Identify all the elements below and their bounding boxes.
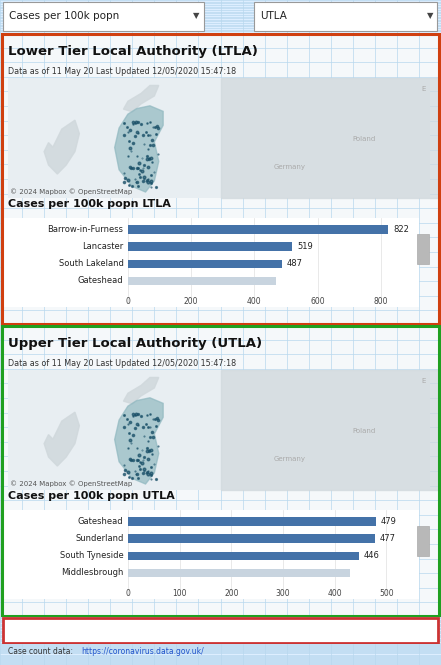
Text: 519: 519 (297, 242, 313, 251)
FancyBboxPatch shape (2, 218, 419, 307)
Polygon shape (220, 78, 441, 198)
Text: Middlesbrough: Middlesbrough (61, 569, 123, 577)
Text: South Tyneside: South Tyneside (60, 551, 123, 560)
Text: 300: 300 (276, 589, 290, 598)
Text: 400: 400 (328, 589, 342, 598)
FancyBboxPatch shape (254, 2, 437, 31)
Text: Germany: Germany (273, 164, 306, 170)
Text: Gateshead: Gateshead (78, 277, 123, 285)
Text: 500: 500 (379, 589, 394, 598)
Text: UTLA: UTLA (260, 11, 287, 21)
Text: Cases per 100k popn: Cases per 100k popn (9, 11, 119, 21)
Text: 822: 822 (393, 225, 409, 234)
FancyBboxPatch shape (128, 551, 359, 560)
Text: South Lakeland: South Lakeland (59, 259, 123, 268)
Text: 200: 200 (224, 589, 239, 598)
FancyBboxPatch shape (8, 370, 430, 490)
Text: Sunderland: Sunderland (75, 534, 123, 543)
FancyBboxPatch shape (128, 517, 376, 525)
Text: Data as of 11 May 20 Last Updated 12/05/2020 15:47:18: Data as of 11 May 20 Last Updated 12/05/… (8, 66, 236, 76)
Text: Cases per 100k popn UTLA: Cases per 100k popn UTLA (8, 491, 175, 501)
Polygon shape (115, 398, 163, 484)
Text: Case count data:: Case count data: (8, 647, 73, 656)
FancyBboxPatch shape (417, 235, 429, 264)
Text: Poland: Poland (353, 136, 376, 142)
Text: 487: 487 (287, 259, 303, 268)
Text: ▼: ▼ (193, 11, 199, 21)
Text: Lower Tier Local Authority (LTLA): Lower Tier Local Authority (LTLA) (8, 45, 258, 58)
FancyBboxPatch shape (3, 618, 438, 642)
Text: 400: 400 (247, 297, 262, 306)
Text: ▼: ▼ (427, 11, 433, 21)
FancyBboxPatch shape (8, 78, 430, 198)
Text: 479: 479 (381, 517, 397, 526)
Polygon shape (115, 106, 163, 192)
Polygon shape (123, 378, 159, 404)
Text: 800: 800 (374, 297, 388, 306)
Text: 100: 100 (172, 589, 187, 598)
FancyBboxPatch shape (3, 2, 204, 31)
Text: Gateshead: Gateshead (78, 517, 123, 526)
Text: 0: 0 (125, 589, 131, 598)
Polygon shape (220, 370, 441, 490)
Text: Lancaster: Lancaster (82, 242, 123, 251)
Text: Upper Tier Local Authority (UTLA): Upper Tier Local Authority (UTLA) (8, 336, 262, 350)
FancyBboxPatch shape (128, 242, 292, 251)
FancyBboxPatch shape (128, 277, 277, 285)
Text: 200: 200 (184, 297, 198, 306)
FancyBboxPatch shape (128, 535, 374, 543)
Text: Barrow-in-Furness: Barrow-in-Furness (48, 225, 123, 234)
Polygon shape (123, 85, 159, 112)
FancyBboxPatch shape (128, 225, 388, 233)
Text: 446: 446 (364, 551, 380, 560)
FancyBboxPatch shape (417, 527, 429, 556)
Text: Germany: Germany (273, 456, 306, 462)
Polygon shape (44, 412, 79, 466)
Text: Data as of 11 May 20 Last Updated 12/05/2020 15:47:18: Data as of 11 May 20 Last Updated 12/05/… (8, 358, 236, 368)
Text: Poland: Poland (353, 428, 376, 434)
Text: Cases per 100k popn LTLA: Cases per 100k popn LTLA (8, 200, 171, 209)
FancyBboxPatch shape (128, 569, 350, 577)
Text: 600: 600 (310, 297, 325, 306)
Text: © 2024 Mapbox © OpenStreetMap: © 2024 Mapbox © OpenStreetMap (10, 480, 132, 487)
Text: E: E (421, 378, 426, 384)
Text: © 2024 Mapbox © OpenStreetMap: © 2024 Mapbox © OpenStreetMap (10, 188, 132, 195)
FancyBboxPatch shape (128, 259, 282, 268)
Text: https://coronavirus.data.gov.uk/: https://coronavirus.data.gov.uk/ (82, 647, 204, 656)
Polygon shape (44, 120, 79, 174)
Text: 477: 477 (380, 534, 396, 543)
Text: 0: 0 (125, 297, 131, 306)
FancyBboxPatch shape (2, 511, 419, 599)
Text: E: E (421, 86, 426, 92)
